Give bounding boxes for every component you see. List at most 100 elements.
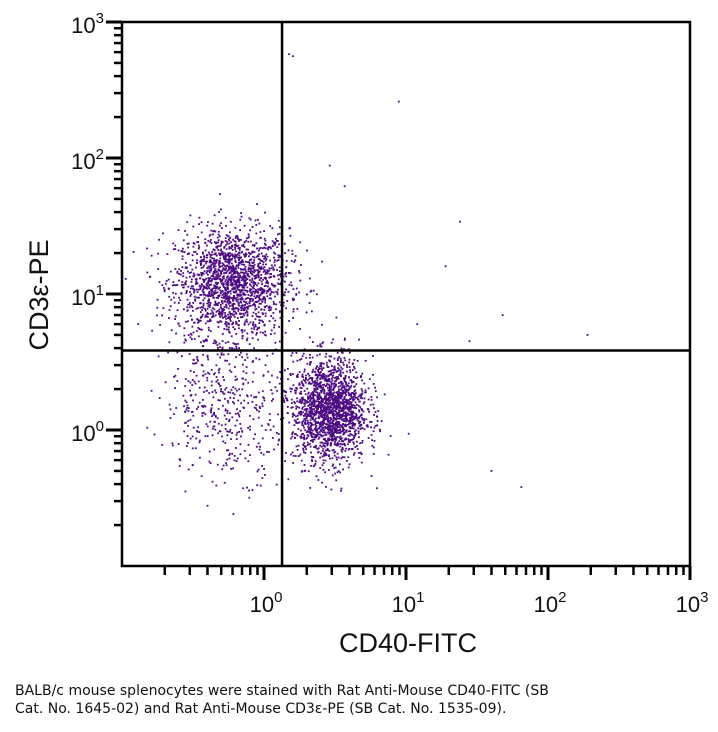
- data-point: [178, 279, 180, 282]
- data-point: [226, 265, 228, 267]
- data-point: [242, 487, 245, 490]
- data-point: [211, 289, 213, 291]
- data-point: [247, 323, 250, 326]
- data-point: [353, 405, 356, 407]
- data-point: [348, 430, 350, 433]
- data-point: [214, 389, 216, 392]
- data-point: [220, 282, 223, 285]
- data-point: [228, 311, 231, 313]
- data-point: [309, 414, 312, 416]
- data-point: [158, 238, 160, 241]
- data-point: [338, 440, 341, 442]
- data-point: [374, 411, 377, 413]
- data-point: [326, 407, 329, 410]
- data-point: [295, 294, 298, 296]
- data-point: [268, 276, 271, 279]
- data-point: [265, 334, 267, 337]
- data-point: [276, 432, 278, 434]
- data-point: [239, 394, 241, 397]
- data-point: [343, 348, 345, 350]
- data-point: [345, 388, 348, 391]
- data-point: [351, 381, 353, 384]
- data-point: [273, 302, 276, 305]
- data-point: [239, 297, 242, 300]
- data-point: [331, 434, 334, 436]
- data-point: [321, 421, 323, 424]
- data-point: [234, 297, 236, 300]
- data-point: [317, 407, 319, 409]
- data-point: [202, 252, 204, 255]
- data-point: [263, 308, 266, 311]
- data-point: [323, 383, 325, 386]
- data-point: [244, 268, 247, 271]
- data-point: [243, 293, 245, 296]
- data-point: [235, 356, 237, 359]
- data-point: [309, 419, 312, 421]
- data-point: [260, 236, 262, 239]
- data-point: [345, 407, 347, 409]
- data-point: [347, 348, 350, 351]
- data-point: [243, 289, 246, 292]
- data-point: [351, 404, 353, 407]
- data-point: [198, 386, 201, 389]
- data-point: [316, 448, 319, 450]
- data-point: [311, 439, 314, 441]
- data-point: [233, 283, 236, 286]
- data-point: [247, 274, 249, 276]
- data-point: [239, 300, 242, 303]
- data-point: [240, 263, 243, 266]
- data-point: [259, 445, 261, 448]
- data-point: [249, 288, 251, 291]
- data-point: [211, 415, 213, 417]
- data-point: [247, 294, 250, 296]
- data-point: [246, 332, 249, 335]
- data-point: [240, 261, 243, 263]
- data-point: [339, 372, 342, 375]
- data-point: [327, 442, 329, 445]
- data-point: [290, 402, 293, 404]
- data-point: [315, 426, 317, 429]
- data-point: [273, 241, 275, 244]
- data-point: [317, 382, 320, 385]
- data-point: [124, 278, 127, 280]
- data-point: [332, 412, 335, 414]
- data-point: [339, 401, 342, 403]
- data-point: [275, 237, 277, 240]
- data-point: [319, 397, 322, 400]
- data-point: [264, 297, 267, 300]
- data-point: [199, 260, 202, 263]
- data-point: [222, 404, 224, 407]
- data-point: [189, 291, 191, 293]
- data-point: [325, 442, 328, 445]
- data-point: [336, 376, 339, 378]
- data-point: [234, 424, 237, 427]
- data-point: [348, 410, 351, 412]
- data-point: [210, 242, 213, 244]
- data-point: [247, 236, 250, 238]
- data-point: [353, 359, 356, 361]
- data-point: [346, 408, 349, 410]
- data-point: [232, 286, 235, 289]
- data-point: [259, 277, 262, 280]
- data-point: [217, 399, 220, 401]
- data-point: [263, 397, 265, 400]
- data-point: [229, 265, 232, 268]
- data-point: [312, 405, 315, 408]
- data-point: [245, 318, 248, 321]
- data-point: [177, 302, 180, 304]
- data-point: [170, 298, 173, 301]
- data-point: [229, 452, 231, 455]
- data-point: [321, 450, 324, 452]
- data-point: [237, 304, 240, 306]
- data-point: [235, 289, 238, 292]
- data-point: [207, 240, 210, 242]
- data-point: [200, 311, 202, 313]
- data-point: [230, 279, 233, 281]
- data-point: [258, 448, 261, 451]
- data-point: [185, 339, 187, 342]
- data-point: [289, 234, 292, 237]
- data-point: [228, 272, 231, 275]
- data-point: [316, 396, 319, 399]
- data-point: [222, 284, 225, 287]
- data-point: [249, 428, 251, 431]
